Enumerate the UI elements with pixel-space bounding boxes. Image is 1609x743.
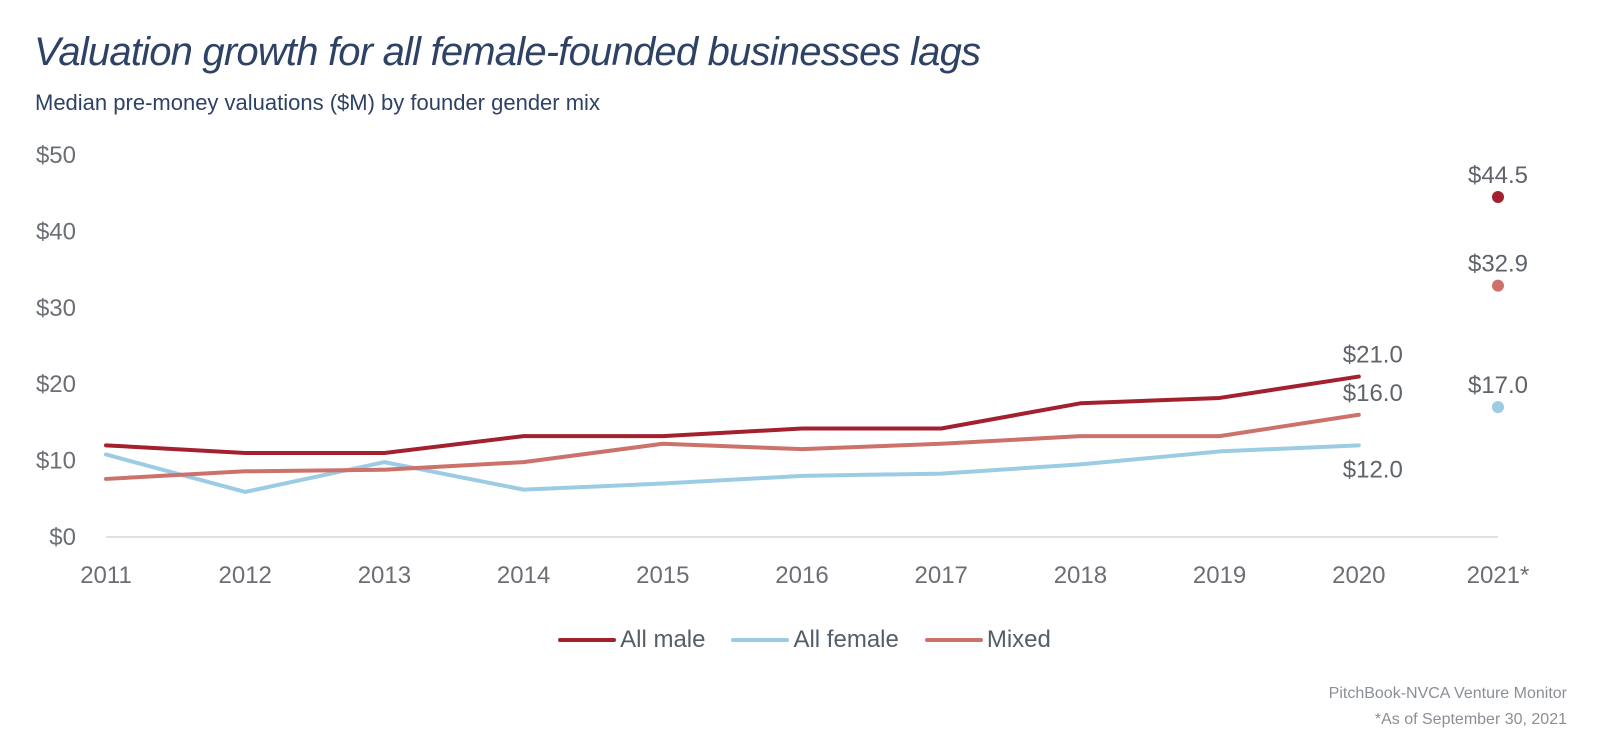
- series-line-mixed: [104, 412, 1361, 481]
- legend: All male All female Mixed: [0, 626, 1609, 654]
- point-2021-all-female: [1492, 401, 1504, 414]
- legend-label-all-male: All male: [620, 626, 706, 653]
- legend-swatch-mixed: [924, 638, 983, 642]
- series-line-all-female: [104, 443, 1361, 494]
- x-tick-label: 2012: [219, 562, 272, 589]
- y-tick-label: $40: [36, 218, 76, 245]
- data-label-all-male-2021: $44.5: [1468, 162, 1528, 189]
- legend-item-all-male: All male: [558, 626, 705, 654]
- x-tick-label: 2011: [80, 562, 132, 589]
- chart-subtitle: Median pre-money valuations ($M) by foun…: [35, 90, 600, 115]
- x-axis: 2011 2012 2013 2014 2015 2016 2017 2018 2019 2020…: [80, 536, 1530, 589]
- y-tick-label: $10: [36, 448, 76, 475]
- legend-swatch-all-female: [731, 638, 790, 642]
- series-line-all-male: [104, 374, 1361, 455]
- x-tick-label: 2019: [1193, 562, 1246, 589]
- x-tick-label: 2021*: [1467, 562, 1530, 589]
- x-tick-label: 2015: [636, 562, 689, 589]
- legend-swatch-all-male: [558, 638, 617, 642]
- chart-title: Valuation growth for all female-founded …: [34, 30, 981, 74]
- data-label-all-female-2021: $17.0: [1468, 372, 1528, 399]
- x-tick-label: 2017: [915, 562, 968, 589]
- y-axis: $0 $10 $20 $30 $40 $50: [36, 142, 76, 551]
- data-label-mixed-2020: $16.0: [1343, 380, 1403, 407]
- legend-label-mixed: Mixed: [986, 626, 1051, 653]
- as-of-note: *As of September 30, 2021: [1374, 711, 1567, 728]
- legend-item-mixed: Mixed: [924, 626, 1051, 654]
- y-tick-label: $0: [49, 524, 76, 551]
- y-tick-label: $50: [36, 142, 76, 169]
- source-note: PitchBook-NVCA Venture Monitor *As of Se…: [1329, 681, 1567, 733]
- x-tick-label: 2020: [1332, 562, 1385, 589]
- x-tick-label: 2013: [358, 562, 411, 589]
- legend-label-all-female: All female: [793, 626, 899, 653]
- legend-item-all-female: All female: [731, 626, 899, 654]
- data-label-mixed-2021: $32.9: [1468, 251, 1528, 278]
- y-tick-label: $30: [36, 295, 76, 322]
- y-tick-label: $20: [36, 371, 76, 398]
- x-tick-label: 2014: [497, 562, 550, 589]
- point-markers: [1492, 191, 1504, 414]
- point-2021-all-male: [1492, 191, 1504, 204]
- point-2021-mixed: [1492, 279, 1504, 292]
- series-lines: [104, 374, 1361, 494]
- data-label-all-female-2020: $12.0: [1343, 456, 1403, 483]
- x-tick-label: 2016: [775, 562, 828, 589]
- data-labels: $21.0 $44.5 $12.0 $17.0 $16.0 $32.9: [1343, 162, 1528, 483]
- x-tick-label: 2018: [1054, 562, 1107, 589]
- data-label-all-male-2020: $21.0: [1343, 342, 1403, 369]
- source-text: PitchBook-NVCA Venture Monitor: [1328, 685, 1567, 702]
